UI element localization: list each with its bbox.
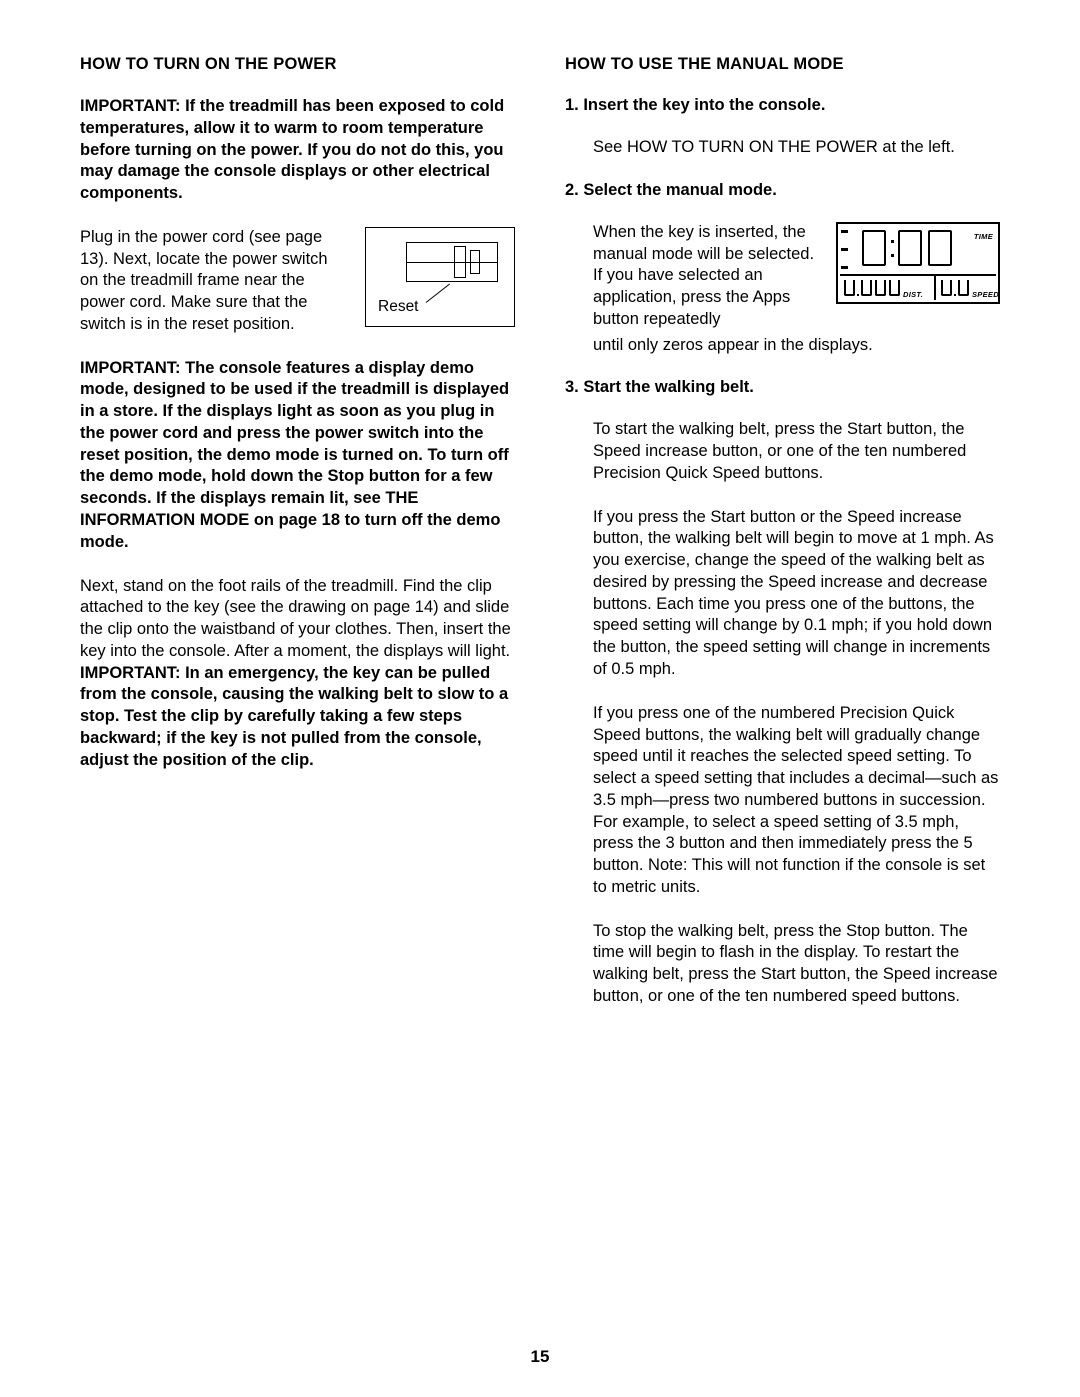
left-para-4: Next, stand on the foot rails of the tre…: [80, 576, 515, 772]
reset-switch-figure: Reset: [365, 227, 515, 327]
step1-body: See HOW TO TURN ON THE POWER at the left…: [565, 137, 1000, 159]
lcd-time-label: TIME: [974, 232, 993, 241]
step2-p1-cont: until only zeros appear in the displays.: [593, 335, 1000, 357]
right-heading: HOW TO USE THE MANUAL MODE: [565, 55, 1000, 74]
step1-title: 1. Insert the key into the console.: [565, 96, 1000, 115]
step3-p2: If you press the Start button or the Spe…: [593, 507, 1000, 681]
left-para-4b: IMPORTANT: In an emergency, the key can …: [80, 664, 508, 769]
lcd-dist-label: DIST.: [903, 290, 923, 299]
step3-p4: To stop the walking belt, press the Stop…: [593, 921, 1000, 1008]
step3-title: 3. Start the walking belt.: [565, 378, 1000, 397]
right-column: HOW TO USE THE MANUAL MODE 1. Insert the…: [565, 55, 1000, 1030]
left-para-2: Plug in the power cord (see page 13). Ne…: [80, 227, 347, 336]
left-para-3: IMPORTANT: The console features a displa…: [80, 358, 515, 554]
left-heading: HOW TO TURN ON THE POWER: [80, 55, 515, 74]
two-column-layout: HOW TO TURN ON THE POWER IMPORTANT: If t…: [80, 55, 1000, 1030]
left-para-1: IMPORTANT: If the treadmill has been exp…: [80, 96, 515, 205]
step2-title: 2. Select the manual mode.: [565, 181, 1000, 200]
step1-p1: See HOW TO TURN ON THE POWER at the left…: [593, 137, 1000, 159]
page-number: 15: [0, 1347, 1080, 1367]
step3-p1: To start the walking belt, press the Sta…: [593, 419, 1000, 484]
plug-in-row: Plug in the power cord (see page 13). Ne…: [80, 227, 515, 336]
step2-p1: When the key is inserted, the manual mod…: [593, 222, 818, 331]
step2-body: When the key is inserted, the manual mod…: [565, 222, 1000, 357]
reset-label: Reset: [378, 298, 419, 316]
left-para-4a: Next, stand on the foot rails of the tre…: [80, 577, 511, 660]
left-column: HOW TO TURN ON THE POWER IMPORTANT: If t…: [80, 55, 515, 1030]
step3-body: To start the walking belt, press the Sta…: [565, 419, 1000, 1007]
lcd-speed-label: SPEED: [972, 290, 999, 299]
lcd-display-figure: TIME DIST. SPEED: [836, 222, 1000, 304]
step3-p3: If you press one of the numbered Precisi…: [593, 703, 1000, 899]
